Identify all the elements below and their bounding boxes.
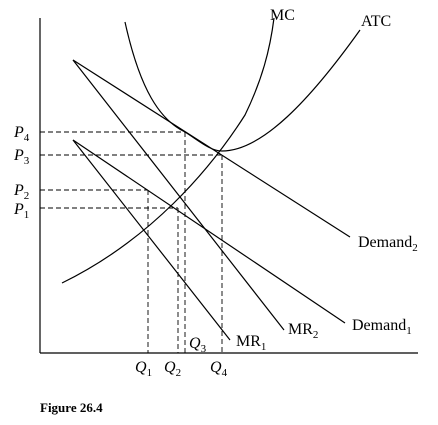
mc-label: MC: [270, 7, 295, 24]
p1-subscript: 1: [24, 209, 30, 221]
p4-subscript: 4: [24, 132, 30, 144]
q2-subscript: 2: [176, 367, 182, 379]
demand-2-text: Demand: [358, 234, 412, 251]
p3-text: P: [13, 147, 24, 164]
reference-lines: [40, 131, 223, 353]
p3-label: P3: [13, 147, 30, 167]
mr-1-label: MR1: [236, 333, 266, 353]
mc-curve: [61, 17, 275, 284]
p2-label: P2: [13, 182, 29, 202]
mr-2-line: [72, 59, 285, 331]
demand-1-text: Demand: [352, 317, 406, 334]
atc-curve: [124, 21, 361, 152]
demand-1-subscript: 1: [406, 325, 412, 337]
q1-subscript: 1: [147, 367, 153, 379]
demand-2-subscript: 2: [412, 242, 418, 254]
q3-text: Q: [189, 335, 201, 352]
q1-text: Q: [135, 359, 147, 376]
q1-label: Q1: [135, 359, 152, 379]
mr-1-line: [72, 139, 231, 341]
p1-label: P1: [13, 201, 29, 221]
mr-2-subscript: 2: [313, 329, 319, 341]
demand-2-label: Demand2: [358, 234, 418, 254]
p2-subscript: 2: [24, 190, 30, 202]
q4-text: Q: [210, 359, 222, 376]
mr-1-subscript: 1: [261, 341, 267, 353]
demand-1-line: [72, 139, 346, 324]
q2-label: Q2: [164, 359, 181, 379]
q4-subscript: 4: [222, 367, 228, 379]
mr-2-label: MR2: [288, 321, 318, 341]
p4-text: P: [13, 124, 24, 141]
curves: [61, 17, 361, 341]
p3-subscript: 3: [24, 155, 30, 167]
q3-label: Q3: [189, 335, 207, 355]
mr-2-text: MR: [288, 321, 313, 338]
mr-1-text: MR: [236, 333, 261, 350]
figure-caption: Figure 26.4: [40, 400, 103, 415]
demand-1-label: Demand1: [352, 317, 412, 337]
p1-text: P: [13, 201, 24, 218]
p4-label: P4: [13, 124, 30, 144]
q3-subscript: 3: [201, 343, 207, 355]
q4-label: Q4: [210, 359, 228, 379]
q2-text: Q: [164, 359, 176, 376]
atc-label: ATC: [361, 13, 391, 30]
p2-text: P: [13, 182, 24, 199]
